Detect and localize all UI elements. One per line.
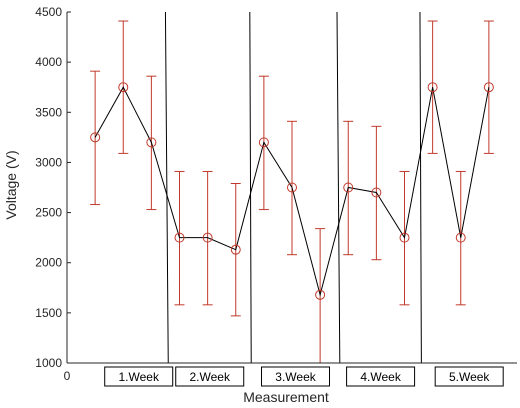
x-axis-title: Measurement [243, 389, 329, 405]
data-point [258, 137, 269, 148]
y-tick-label: 3000 [35, 155, 62, 169]
y-tick-label: 1000 [35, 356, 62, 370]
week-separator-line [249, 11, 252, 364]
y-tick-label: 4000 [35, 55, 62, 69]
week-separator-line [419, 11, 422, 364]
week-label: 4.Week [360, 370, 401, 384]
data-markers [90, 82, 494, 300]
data-point [371, 187, 382, 198]
week-label-box [175, 366, 245, 387]
week-label: 2.Week [190, 370, 231, 384]
y-tick-label: 2500 [35, 206, 62, 220]
axes: 1000 1500 2000 2500 3000 3500 4000 4500 0 [35, 5, 517, 383]
week-label-box [104, 366, 174, 387]
data-point [174, 232, 185, 243]
week-label-boxes: 1.Week 2.Week 3.Week 4.Week 5.Week [104, 366, 504, 387]
week-label-box [261, 366, 331, 387]
week-label-box [434, 366, 504, 387]
week-label: 5.Week [449, 370, 490, 384]
week-label-box [346, 366, 416, 387]
series-line [94, 86, 490, 297]
week-separator-line [164, 11, 169, 364]
data-point [202, 232, 213, 243]
data-point [399, 232, 410, 243]
series-line-group [94, 86, 490, 297]
data-point [315, 289, 326, 300]
week-separators [164, 11, 422, 364]
y-tick-label: 4500 [35, 5, 62, 19]
data-point [287, 182, 297, 193]
data-point [343, 182, 354, 193]
data-point [427, 82, 438, 93]
y-tick-label: 3500 [35, 105, 62, 119]
week-label: 3.Week [275, 370, 316, 384]
week-label: 1.Week [118, 370, 159, 384]
error-bars [90, 20, 494, 364]
y-tick-label: 1500 [35, 306, 62, 320]
data-point [90, 132, 101, 143]
week-separator-line [336, 11, 341, 364]
x-tick-label: 0 [64, 369, 71, 383]
data-point [230, 244, 241, 255]
y-tick-label: 2000 [35, 256, 62, 270]
data-point [483, 82, 494, 93]
data-point [455, 232, 466, 243]
data-point [118, 82, 129, 93]
data-point [146, 137, 157, 148]
y-axis-title: Voltage (V) [3, 150, 19, 219]
